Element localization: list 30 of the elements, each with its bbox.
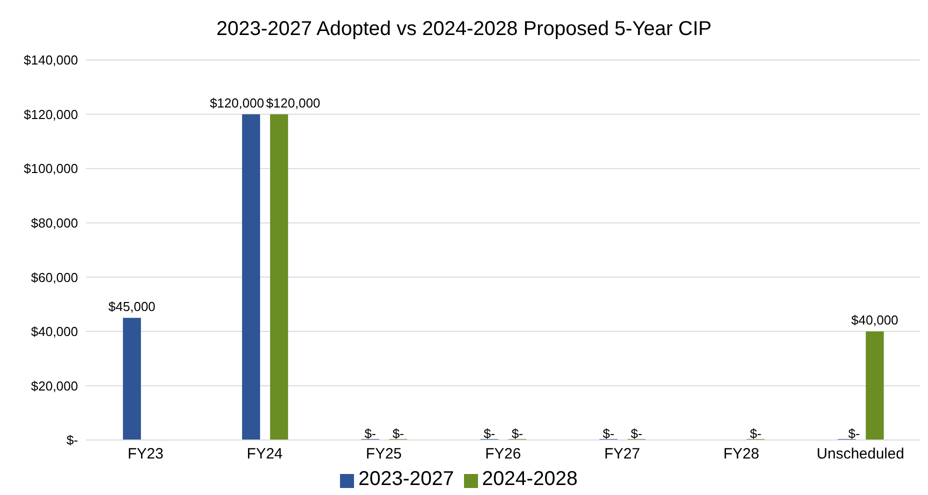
y-tick-label: $140,000 [24, 52, 78, 68]
data-label: $- [392, 426, 404, 441]
data-label: $- [512, 426, 524, 441]
data-label: $120,000 [210, 95, 264, 110]
y-tick-label: $60,000 [31, 270, 78, 285]
x-tick-label: FY24 [246, 446, 283, 463]
y-tick-label: $100,000 [24, 161, 78, 176]
y-tick-label: $120,000 [24, 106, 78, 122]
data-label: $- [484, 426, 496, 441]
x-tick-label: FY25 [366, 446, 402, 463]
legend-label: 2023-2027 [358, 468, 454, 490]
data-label: $- [750, 426, 762, 441]
chart-title: 2023-2027 Adopted vs 2024-2028 Proposed 5-Year CIP [215, 18, 713, 42]
data-label: $40,000 [851, 312, 898, 328]
y-tick-label: $- [66, 432, 78, 448]
data-label: $- [848, 426, 860, 441]
x-tick-label: FY26 [485, 446, 521, 463]
x-tick-label: FY23 [128, 446, 164, 463]
data-label: $- [602, 426, 614, 441]
data-label: $45,000 [108, 298, 156, 314]
x-tick-label: Unscheduled [816, 446, 904, 463]
data-label: $- [364, 426, 376, 441]
x-tick-label: FY27 [604, 446, 640, 463]
data-label: $120,000 [266, 95, 320, 110]
y-tick-label: $40,000 [31, 324, 78, 340]
y-tick-label: $80,000 [31, 215, 78, 230]
legend-label: 2024-2028 [482, 468, 578, 490]
data-label: $- [630, 426, 642, 441]
y-tick-label: $20,000 [31, 378, 78, 394]
x-tick-label: FY28 [723, 446, 760, 463]
